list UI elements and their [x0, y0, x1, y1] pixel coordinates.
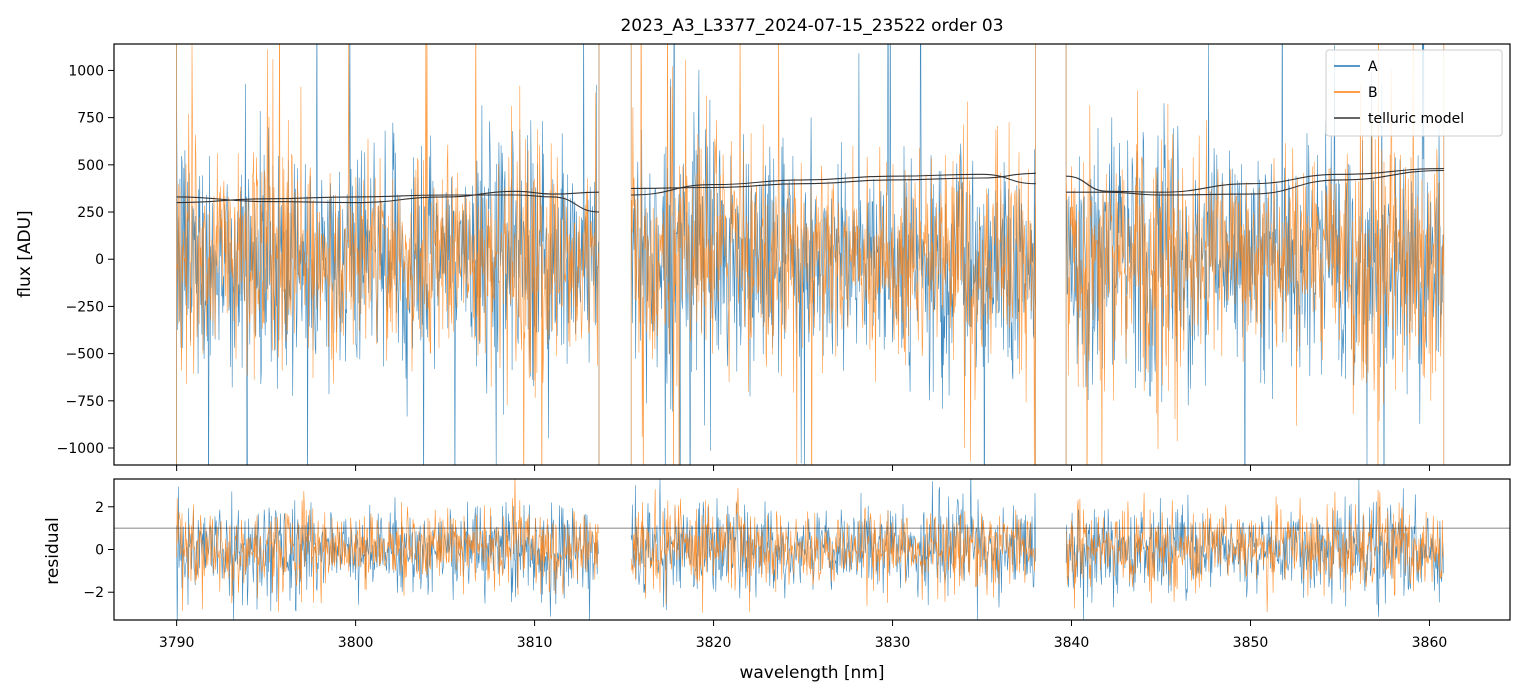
flux-ytick-label: −750 — [66, 394, 104, 410]
residual-series-b-line — [176, 479, 1444, 613]
flux-panel: −1000 −750 −500 −250 0 250 500 750 1000 flux [AD… — [15, 43, 1511, 471]
telluric-model-curve-3 — [631, 172, 1036, 189]
legend-label-telluric: telluric model — [1368, 111, 1464, 127]
telluric-model-curve-0 — [176, 194, 600, 213]
flux-series-b-line — [176, 44, 1445, 465]
flux-ytick-label: 0 — [95, 252, 104, 268]
telluric-model-curve-1 — [176, 190, 600, 204]
residual-xtick-label: 3820 — [696, 635, 732, 651]
residual-xtick-label: 3790 — [159, 635, 195, 651]
residual-ylabel: residual — [43, 517, 63, 584]
residual-xtick-label: 3840 — [1054, 635, 1090, 651]
flux-ytick-label: 500 — [77, 158, 104, 174]
flux-ytick-label: 1000 — [68, 63, 104, 79]
flux-x-ticks — [176, 465, 1430, 471]
legend-label-a: A — [1368, 59, 1378, 75]
flux-ytick-label: 250 — [77, 205, 104, 221]
flux-ytick-label: −1000 — [57, 441, 104, 457]
residual-ytick-label: 0 — [95, 543, 104, 559]
residual-xtick-label: 3800 — [338, 635, 374, 651]
telluric-model-curve-4 — [1066, 168, 1444, 193]
legend-label-b: B — [1368, 85, 1378, 101]
flux-data — [176, 44, 1445, 465]
flux-ytick-label: 750 — [77, 111, 104, 127]
residual-y-ticks: −2 0 2 — [83, 500, 114, 601]
telluric-model-curve-5 — [1066, 169, 1444, 196]
residual-xtick-label: 3810 — [517, 635, 553, 651]
flux-ytick-label: −250 — [66, 299, 104, 315]
legend-frame — [1325, 49, 1503, 137]
flux-axes-frame — [113, 43, 1511, 466]
residual-x-ticks: 3790 3800 3810 3820 3830 3840 3850 3860 — [159, 620, 1447, 651]
residual-panel: −2 0 2 3790 3800 3810 3820 3830 3840 3850 3860 re… — [43, 478, 1511, 683]
chart-title: 2023_A3_L3377_2024-07-15_23522 order 03 — [620, 16, 1003, 36]
residual-ytick-label: −2 — [83, 585, 104, 601]
flux-y-ticks: −1000 −750 −500 −250 0 250 500 750 1000 — [57, 63, 114, 457]
residual-xtick-label: 3860 — [1412, 635, 1448, 651]
flux-ylabel: flux [ADU] — [15, 210, 35, 297]
residual-data — [114, 479, 1510, 620]
flux-ytick-label: −500 — [66, 347, 104, 363]
residual-xtick-label: 3830 — [875, 635, 911, 651]
residual-xtick-label: 3850 — [1233, 635, 1269, 651]
residual-ytick-label: 2 — [95, 500, 104, 516]
legend: A B telluric model — [1325, 49, 1503, 137]
telluric-model-curve-2 — [631, 173, 1036, 196]
residual-xlabel: wavelength [nm] — [739, 663, 884, 683]
